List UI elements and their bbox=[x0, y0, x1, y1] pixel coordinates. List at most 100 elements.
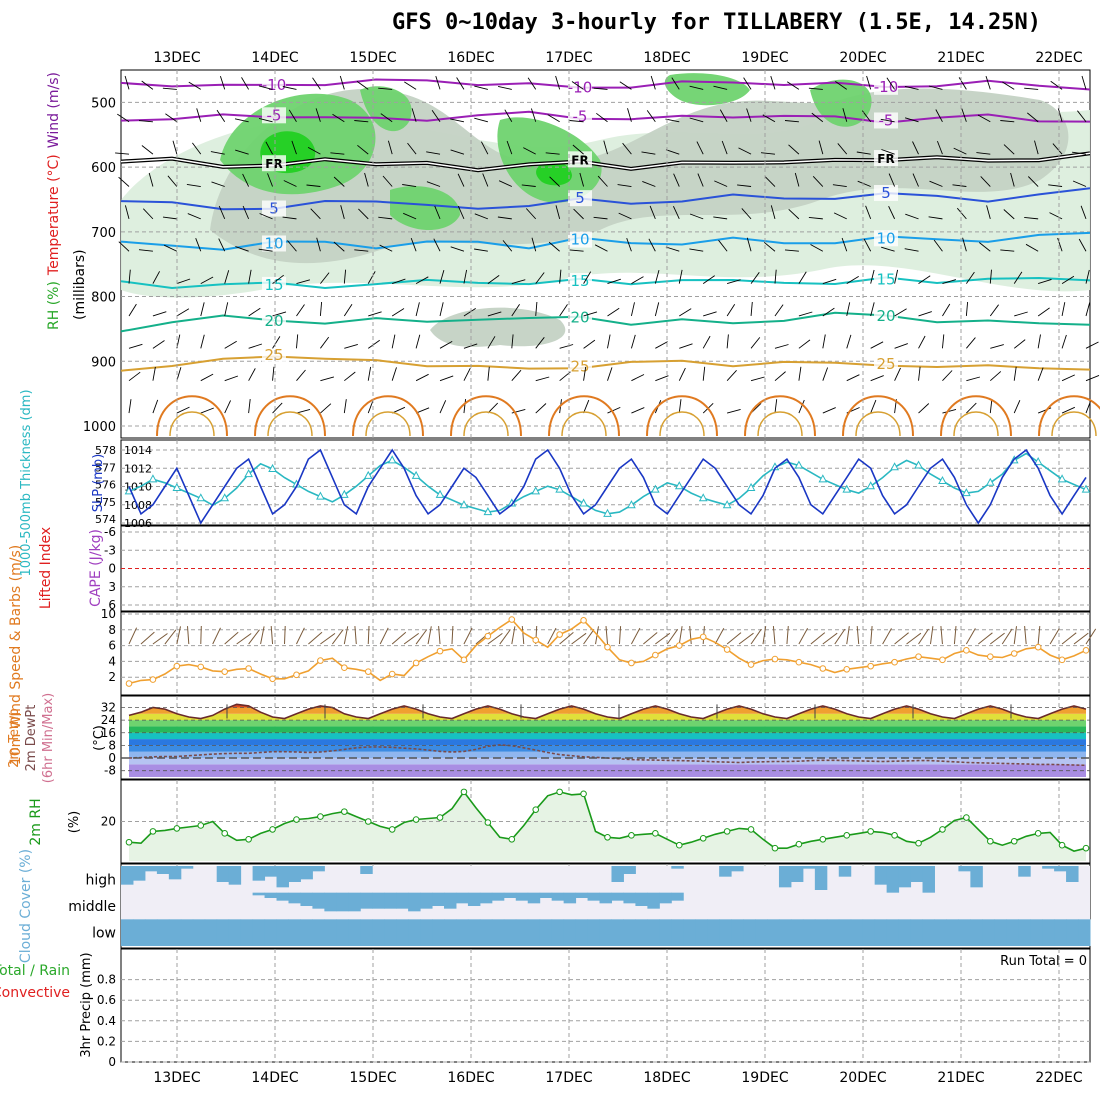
wind10m-point bbox=[317, 657, 324, 664]
wind10m-point bbox=[580, 617, 587, 624]
upper-wind-barb bbox=[583, 399, 590, 414]
upper-wind-barb bbox=[248, 269, 252, 284]
upper-wind-barb bbox=[411, 108, 417, 122]
rh2m-point bbox=[771, 844, 779, 852]
upper-wind-barb bbox=[818, 140, 824, 155]
cloud-bar-high bbox=[276, 866, 289, 888]
isotherm-label-bg bbox=[262, 107, 286, 124]
upper-wind-barb bbox=[904, 248, 919, 252]
wind10m-barb bbox=[212, 627, 221, 645]
upper-wind-barb bbox=[810, 244, 824, 252]
temp-band bbox=[129, 720, 1086, 727]
wind10m-barb bbox=[270, 626, 274, 645]
wind10m-barb bbox=[714, 627, 725, 645]
cloud-bar-middle bbox=[420, 892, 433, 909]
upper-wind-barb bbox=[678, 269, 683, 284]
wind10m-point bbox=[819, 665, 827, 672]
upper-wind-barb bbox=[1085, 374, 1100, 382]
wind-ytick-label: 4 bbox=[108, 654, 116, 668]
panel-ylabel: (°C) bbox=[92, 725, 107, 751]
upper-ytick-label: 500 bbox=[91, 96, 116, 111]
upper-ytick-label: 700 bbox=[91, 226, 116, 241]
upper-wind-barb bbox=[727, 408, 741, 414]
cloud-bar-high bbox=[1018, 866, 1031, 877]
panel-ylabel: Cloud Cover (%) bbox=[18, 849, 34, 963]
upper-wind-barb bbox=[474, 85, 488, 90]
upper-wind-barb bbox=[378, 87, 393, 90]
upper-wind-barb bbox=[788, 208, 800, 220]
cloud-bar-low bbox=[814, 919, 828, 946]
upper-wind-barb bbox=[881, 149, 895, 155]
wind-ytick-label: 6 bbox=[108, 639, 116, 653]
upper-wind-barb bbox=[726, 334, 729, 349]
upper-wind-barb bbox=[141, 145, 154, 155]
upper-wind-barb bbox=[655, 375, 669, 382]
upper-wind-barb bbox=[861, 110, 872, 123]
wind10m-barb bbox=[772, 626, 776, 645]
upper-wind-barb bbox=[750, 301, 753, 317]
upper-wind-barb bbox=[118, 241, 130, 252]
cloud-bar-low bbox=[240, 919, 254, 946]
thickness-ytick-label: 576 bbox=[95, 479, 116, 492]
isotherm-label: 10 bbox=[264, 234, 283, 252]
surface-warm-contour bbox=[757, 411, 803, 437]
wind10m-point bbox=[269, 675, 276, 683]
cloud-bar-high bbox=[156, 866, 170, 874]
upper-wind-barb bbox=[259, 213, 273, 220]
cloud-bar-high bbox=[838, 866, 852, 877]
cloud-bar-low bbox=[671, 919, 684, 946]
upper-wind-barb bbox=[774, 269, 777, 284]
wind10m-point bbox=[173, 662, 181, 670]
wind10m-barb bbox=[128, 627, 138, 645]
upper-wind-barb bbox=[918, 335, 926, 349]
upper-wind-barb bbox=[433, 238, 441, 252]
upper-wind-barb bbox=[176, 367, 182, 381]
wind10m-barb bbox=[834, 628, 846, 645]
surface-warm-contour bbox=[561, 411, 607, 437]
cloud-bar-high bbox=[300, 866, 313, 880]
upper-wind-barb bbox=[435, 75, 441, 90]
upper-wind-barb bbox=[521, 184, 536, 187]
thickness-point bbox=[651, 484, 660, 493]
wind10m-barb bbox=[308, 631, 323, 645]
rh2m-point bbox=[484, 819, 492, 826]
upper-wind-barb bbox=[535, 272, 545, 284]
chart-title: GFS 0~10day 3-hourly for TILLABERY (1.5E… bbox=[392, 10, 1042, 35]
date-label-bottom: 22DEC bbox=[1035, 1070, 1082, 1086]
upper-wind-barb bbox=[583, 311, 598, 317]
upper-wind-barb bbox=[1085, 399, 1092, 414]
surface-warm-contour bbox=[365, 411, 411, 437]
upper-wind-barb bbox=[750, 337, 761, 349]
upper-wind-barb bbox=[630, 302, 635, 317]
upper-wind-barb bbox=[886, 77, 895, 90]
upper-wind-barb bbox=[583, 339, 596, 349]
upper-wind-barb bbox=[379, 244, 393, 252]
cloud-bar-middle bbox=[467, 892, 481, 906]
upper-wind-barb bbox=[774, 371, 786, 382]
cloud-bar-middle bbox=[611, 892, 624, 901]
upper-wind-barb bbox=[224, 340, 237, 349]
wind10m-barb bbox=[929, 626, 934, 645]
wind10m-point bbox=[197, 663, 205, 671]
wind10m-point bbox=[1010, 650, 1018, 657]
wind10m-point bbox=[412, 659, 420, 667]
surface-warm-contour bbox=[940, 395, 1012, 437]
wind10m-barb bbox=[547, 627, 557, 645]
upper-wind-barb bbox=[391, 367, 397, 381]
wind10m-barb bbox=[738, 632, 754, 645]
upper-wind-barb bbox=[741, 208, 752, 220]
cloud-bar-middle bbox=[515, 892, 529, 901]
cloud-bar-low bbox=[168, 919, 182, 946]
cloud-bar-high bbox=[886, 866, 900, 893]
wind10m-point bbox=[341, 664, 348, 672]
upper-wind-barb bbox=[1037, 307, 1050, 317]
cloud-bar-low bbox=[1078, 919, 1091, 946]
upper-wind-barb bbox=[702, 335, 711, 349]
upper-wind-barb bbox=[622, 142, 632, 155]
upper-wind-barb bbox=[210, 151, 225, 155]
upper-wind-barb bbox=[665, 246, 680, 252]
upper-wind-barb bbox=[719, 109, 728, 123]
thickness-ytick-label: 574 bbox=[95, 513, 116, 526]
wind10m-point bbox=[245, 665, 252, 672]
cloud-bar-high bbox=[719, 866, 732, 877]
